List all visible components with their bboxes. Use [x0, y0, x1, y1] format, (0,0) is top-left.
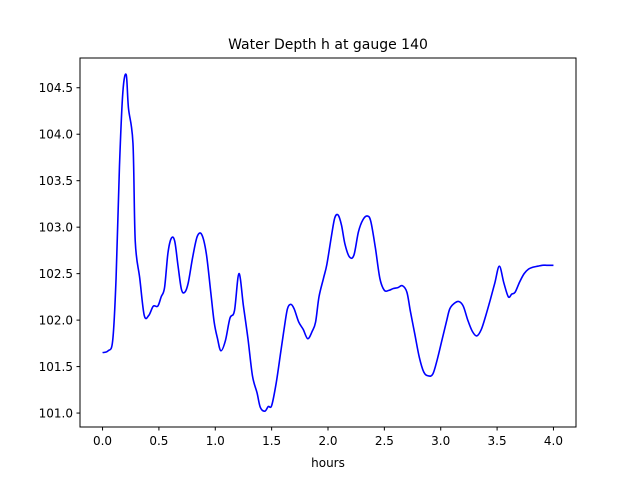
- y-tick-label: 102.0: [39, 314, 73, 328]
- y-tick-label: 101.5: [39, 360, 73, 374]
- plot-frame: [79, 57, 577, 428]
- x-tick-label: 3.5: [488, 434, 507, 448]
- y-tick-label: 104.5: [39, 81, 73, 95]
- plot-background: [80, 58, 576, 427]
- series-line: [102, 73, 554, 413]
- x-tick-label: 3.0: [431, 434, 450, 448]
- x-axis-label: hours: [311, 456, 345, 470]
- chart-title: Water Depth h at gauge 140: [228, 37, 428, 53]
- y-axis-ticks: 101.0 101.5 102.0 102.5 103.0 103.5 104.0 104.5: [39, 81, 80, 421]
- x-tick-label: 1.0: [206, 434, 225, 448]
- y-tick-label: 103.0: [39, 221, 73, 235]
- x-tick-label: 2.0: [318, 434, 337, 448]
- x-tick-label: 2.5: [375, 434, 394, 448]
- x-axis-ticks: 0.0 0.5 1.0 1.5 2.0 2.5 3.0 3.5 4.0: [93, 427, 563, 448]
- y-tick-label: 102.5: [39, 267, 73, 281]
- x-tick-label: 4.0: [544, 434, 563, 448]
- series-layer: [102, 73, 554, 413]
- y-tick-label: 103.5: [39, 174, 73, 188]
- y-tick-label: 101.0: [39, 407, 73, 421]
- x-tick-label: 0.5: [149, 434, 168, 448]
- x-tick-label: 1.5: [262, 434, 281, 448]
- y-tick-label: 104.0: [39, 128, 73, 142]
- x-tick-label: 0.0: [93, 434, 112, 448]
